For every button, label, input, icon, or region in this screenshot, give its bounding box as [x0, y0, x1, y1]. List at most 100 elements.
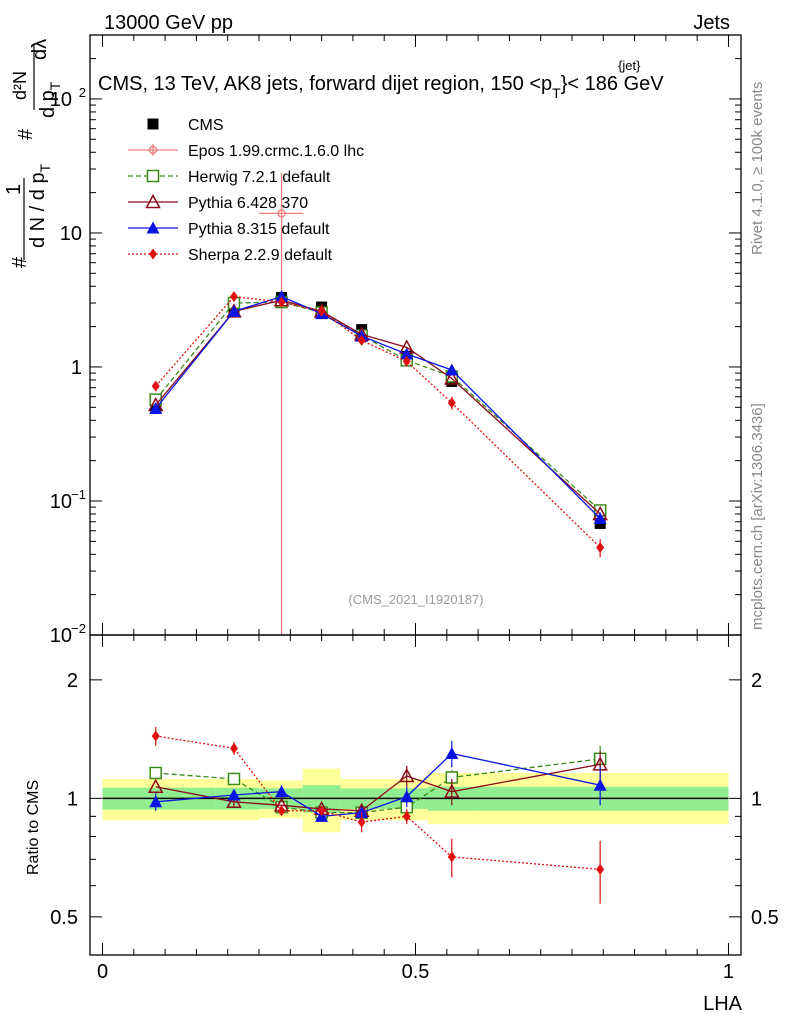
- ratio-y-tick-label: 2: [67, 670, 78, 692]
- ratio-line-pythia8: [155, 752, 601, 818]
- header-energy-label: 13000 GeV pp: [104, 12, 233, 34]
- data-point-sherpa: [151, 380, 160, 392]
- plot-title: CMS, 13 TeV, AK8 jets, forward dijet reg…: [98, 58, 664, 101]
- ratio-y-tick-label: 1: [67, 788, 78, 810]
- legend-marker-sherpa: [149, 248, 157, 260]
- ratio-point-sherpa: [229, 742, 238, 754]
- data-point-sherpa: [447, 397, 456, 409]
- plot-title-sub: T: [552, 85, 561, 101]
- main-ylabel: # 1 d N / d pT # d²N d pT dλ: [3, 39, 63, 268]
- legend-entry-herwig: Herwig 7.2.1 default: [128, 169, 331, 186]
- y-tick-label: 1: [71, 357, 82, 379]
- ratio-y-tick-label: 0.5: [50, 907, 78, 929]
- ratio-point-pythia6: [398, 767, 415, 783]
- ratio-point-pythia8: [445, 746, 459, 759]
- ratio-point-herwig: [227, 772, 241, 786]
- series-epos: [259, 173, 303, 635]
- legend-marker-epos: [148, 145, 158, 155]
- data-point-pythia8: [593, 512, 607, 525]
- data-point-sherpa: [317, 305, 326, 317]
- y-tick-label: 10: [50, 491, 72, 513]
- ratio-point-pythia8: [149, 795, 163, 808]
- ylabel-dpt: d p: [37, 90, 59, 118]
- ratio-series-pythia8: [149, 740, 607, 822]
- ratio-line-pythia6: [155, 763, 601, 812]
- legend-label-sherpa: Sherpa 2.2.9 default: [188, 247, 333, 264]
- data-point-sherpa: [596, 541, 605, 553]
- data-point-sherpa: [277, 296, 286, 308]
- ratio-series-group: [147, 726, 608, 904]
- legend-label-herwig: Herwig 7.2.1 default: [188, 169, 331, 186]
- analysis-watermark: (CMS_2021_I1920187): [348, 592, 483, 607]
- ratio-point-sherpa: [357, 816, 366, 828]
- ylabel-dN: d N / d p: [27, 172, 49, 248]
- header-jets-label: Jets: [693, 12, 730, 34]
- y-tick-label: 10: [60, 223, 82, 245]
- legend-entry-epos: Epos 1.99.crmc.1.6.0 lhc: [128, 143, 364, 160]
- x-tick-label: 0.5: [402, 961, 430, 983]
- ylabel-one: 1: [3, 184, 25, 195]
- x-tick-label: 1: [723, 961, 734, 983]
- ratio-y-tick-label-right: 2: [751, 670, 762, 692]
- svg-text:CMS, 13 TeV, AK8 jets, forward: CMS, 13 TeV, AK8 jets, forward dijet reg…: [98, 73, 664, 101]
- ratio-point-pythia6: [226, 793, 242, 809]
- data-point-sherpa: [357, 334, 366, 346]
- legend-marker-pythia8: [146, 221, 160, 234]
- legend-entry-cms: CMS: [147, 117, 224, 134]
- y-tick-label: 10: [50, 625, 72, 647]
- ylabel-hash-1: #: [9, 256, 31, 268]
- x-axis-label: LHA: [703, 993, 743, 1015]
- data-point-pythia8: [445, 363, 459, 376]
- legend-entry-sherpa: Sherpa 2.2.9 default: [128, 247, 333, 264]
- svg-text:d N / d pT: d N / d pT: [27, 163, 53, 248]
- y-tick-exponent: 2: [79, 85, 86, 100]
- main-series-group: [147, 173, 608, 635]
- series-line-sherpa: [155, 295, 601, 548]
- x-tick-label: 0: [97, 961, 108, 983]
- ratio-series-sherpa: [151, 726, 605, 904]
- ratio-point-pythia8: [275, 785, 289, 798]
- svg-text:d pT: d pT: [37, 81, 63, 118]
- data-point-pythia8: [227, 304, 241, 317]
- legend-marker-herwig: [146, 169, 160, 183]
- ratio-point-sherpa: [277, 805, 286, 817]
- legend-label-cms: CMS: [188, 117, 224, 134]
- ylabel-dlambda: dλ: [29, 39, 51, 60]
- series-cms: [150, 291, 606, 529]
- ratio-axes: 0.5 0.5 1 1 2 2 0 0.5 1: [50, 634, 779, 983]
- legend-label-epos: Epos 1.99.crmc.1.6.0 lhc: [188, 143, 364, 160]
- data-point-epos: [277, 209, 286, 218]
- y-tick-exponent: −1: [71, 487, 86, 502]
- data-point-sherpa: [402, 355, 411, 367]
- ratio-point-pythia8: [400, 790, 414, 803]
- rivet-version-label: Rivet 4.1.0, ≥ 100k events: [749, 82, 766, 255]
- legend-label-pythia8: Pythia 8.315 default: [188, 221, 330, 238]
- ratio-point-pythia8: [227, 788, 241, 801]
- data-point-pythia8: [275, 290, 289, 303]
- data-point-pythia6: [444, 370, 460, 385]
- series-line-pythia8: [155, 295, 601, 519]
- legend-label-pythia6: Pythia 6.428 370: [188, 195, 308, 212]
- data-point-pythia8: [149, 401, 163, 414]
- ratio-point-pythia8: [355, 806, 369, 819]
- legend-marker-cms: [147, 118, 159, 130]
- legend-entry-pythia6: Pythia 6.428 370: [128, 193, 308, 212]
- legend: CMS Epos 1.99.crmc.1.6.0 lhc Herwig 7.2.1 …: [128, 117, 364, 264]
- data-point-sherpa: [229, 291, 238, 303]
- ratio-y-tick-label-right: 0.5: [751, 907, 779, 929]
- legend-marker-pythia6: [145, 193, 161, 209]
- ratio-line-herwig: [155, 758, 601, 814]
- ratio-point-pythia6: [444, 783, 460, 798]
- ratio-uncertainty-bands: [102, 768, 729, 833]
- ratio-point-sherpa: [596, 863, 605, 875]
- series-pythia8: [149, 290, 607, 525]
- mcplots-label: mcplots.cern.ch [arXiv:1306.3436]: [749, 403, 766, 630]
- ratio-line-sherpa: [155, 735, 601, 871]
- ratio-point-herwig: [149, 766, 162, 780]
- ylabel-d2N: d²N: [10, 71, 30, 100]
- plot-title-tail: }< 186 GeV: [561, 73, 665, 95]
- ratio-ylabel: Ratio to CMS: [25, 780, 42, 875]
- ratio-point-sherpa: [447, 851, 456, 863]
